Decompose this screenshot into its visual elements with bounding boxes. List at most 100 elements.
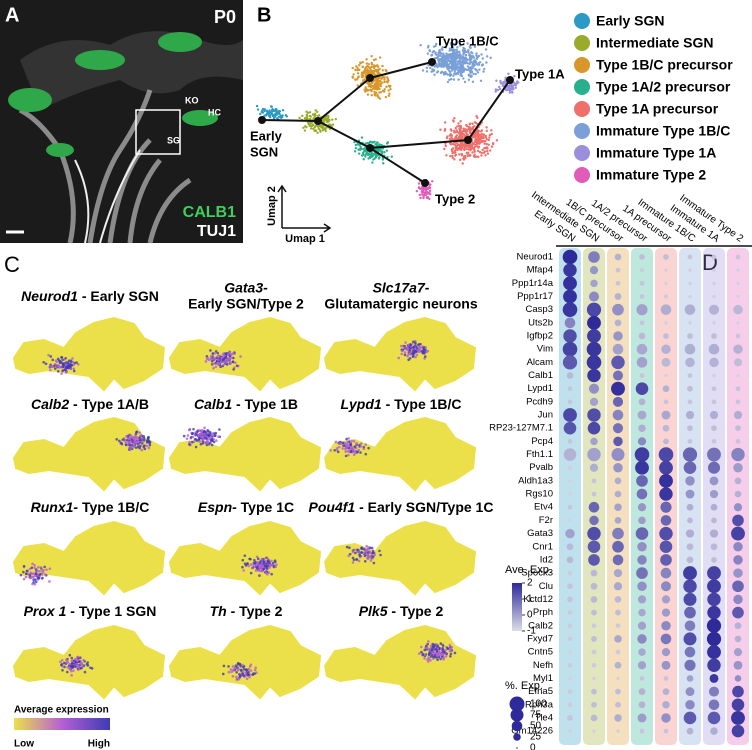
plot-title: Pou4f1 - Early SGN/Type 1C bbox=[309, 499, 494, 515]
dot bbox=[711, 557, 717, 563]
dot bbox=[592, 650, 597, 655]
dot bbox=[688, 295, 691, 298]
dot bbox=[640, 729, 645, 734]
gene-name: Pou4f1 bbox=[309, 499, 356, 515]
gene-label: Pcdh9 bbox=[526, 396, 553, 407]
dot bbox=[639, 333, 646, 340]
dot bbox=[711, 333, 717, 339]
dot bbox=[707, 606, 720, 619]
dot bbox=[613, 344, 624, 355]
gene-label: Cnr1 bbox=[532, 541, 553, 552]
dot bbox=[733, 344, 742, 353]
annotation: Type 2 bbox=[435, 191, 475, 206]
size-key-label: 100 bbox=[530, 699, 547, 710]
dot bbox=[663, 333, 669, 339]
dot bbox=[638, 437, 646, 445]
colorbar-label: Low bbox=[14, 739, 34, 750]
dot bbox=[707, 593, 720, 606]
axis-label: Umap 2 bbox=[266, 186, 278, 226]
size-key-label: 0 bbox=[530, 743, 536, 750]
dot bbox=[590, 280, 598, 288]
colorbar-tick-label: 0 bbox=[527, 610, 533, 621]
dot bbox=[568, 399, 573, 404]
dot bbox=[663, 254, 669, 260]
dot bbox=[616, 268, 621, 273]
dot bbox=[712, 374, 715, 377]
dot bbox=[613, 331, 622, 340]
dot bbox=[710, 529, 718, 537]
dot bbox=[712, 321, 715, 324]
dot bbox=[659, 487, 672, 500]
annotation: Type 1B/C bbox=[436, 33, 499, 48]
dot bbox=[587, 342, 602, 357]
dot bbox=[662, 661, 671, 670]
gene-label: Gata3 bbox=[527, 528, 553, 539]
dot bbox=[588, 251, 600, 263]
legend-label: Type 1B/C precursor bbox=[596, 57, 733, 73]
stain-label: CALB1 bbox=[183, 204, 236, 221]
dot bbox=[639, 254, 645, 260]
stage-label: P0 bbox=[214, 7, 236, 27]
legend-title: %. Exp. bbox=[505, 680, 543, 692]
dot bbox=[638, 609, 646, 617]
dot bbox=[591, 610, 597, 616]
dot bbox=[613, 370, 623, 380]
dot bbox=[736, 334, 741, 339]
dot bbox=[587, 448, 600, 461]
feature-embedding bbox=[325, 626, 475, 698]
dot bbox=[734, 411, 742, 419]
dot bbox=[664, 282, 667, 285]
legend-swatch bbox=[574, 167, 590, 183]
dot bbox=[660, 502, 671, 513]
dot bbox=[565, 318, 576, 329]
dot bbox=[733, 555, 742, 564]
feature-embedding bbox=[14, 522, 164, 594]
plot-description: Type 1C bbox=[241, 499, 294, 515]
dot bbox=[712, 399, 717, 404]
dot bbox=[568, 729, 571, 732]
dot bbox=[685, 344, 696, 355]
dot bbox=[568, 492, 571, 495]
gene-name: Espn- bbox=[198, 499, 237, 515]
dot bbox=[664, 729, 669, 734]
size-key-label: 50 bbox=[530, 721, 542, 732]
dot bbox=[732, 686, 744, 698]
legend-label: Immature Type 1A bbox=[596, 145, 716, 161]
dot bbox=[708, 712, 721, 725]
dot bbox=[587, 355, 602, 370]
dot bbox=[664, 676, 669, 681]
dotplot: Early SGNIntermediate SGN1B/C precursor1… bbox=[489, 190, 749, 750]
dot bbox=[567, 543, 574, 550]
dot bbox=[735, 425, 741, 431]
dot bbox=[687, 675, 694, 682]
gene-label: Pvalb bbox=[529, 462, 553, 473]
dot bbox=[687, 504, 694, 511]
gene-label: Igfbp2 bbox=[527, 331, 553, 342]
gene-label: Mfap4 bbox=[527, 265, 553, 276]
dot bbox=[686, 687, 695, 696]
dot bbox=[659, 527, 672, 540]
dot bbox=[710, 674, 719, 683]
dot bbox=[664, 268, 667, 271]
dot bbox=[568, 439, 573, 444]
dot bbox=[736, 295, 739, 298]
plot-description: - Early SGN/Type 1C bbox=[359, 499, 493, 515]
legend-swatch bbox=[574, 79, 590, 95]
dot bbox=[590, 266, 598, 274]
dot bbox=[659, 474, 673, 488]
legend-label: Type 1A/2 precursor bbox=[596, 79, 731, 95]
dot bbox=[615, 702, 621, 708]
dot bbox=[637, 555, 646, 564]
dot bbox=[709, 305, 719, 315]
dot bbox=[736, 399, 741, 404]
plot-title: Neurod1 - Early SGN bbox=[21, 288, 159, 304]
dot bbox=[615, 662, 622, 669]
plot-description: - Early SGN bbox=[82, 288, 159, 304]
dot bbox=[686, 529, 694, 537]
dot bbox=[611, 356, 624, 369]
gene-label: Pcp4 bbox=[531, 436, 553, 447]
dot bbox=[659, 461, 673, 475]
dot bbox=[615, 254, 622, 261]
colorbar-tick-label: 1 bbox=[527, 594, 533, 605]
